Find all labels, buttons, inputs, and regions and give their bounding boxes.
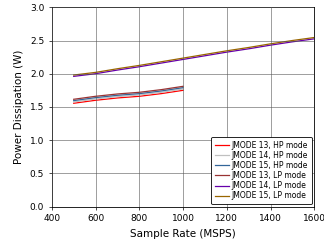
Y-axis label: Power Dissipation (W): Power Dissipation (W) (14, 50, 24, 164)
JMODE 15, HP mode (115, 94, 119, 97)
JMODE 14, HP mode (137, 94, 141, 96)
JMODE 14, LP mode (225, 51, 229, 54)
JMODE 14, HP mode (94, 97, 98, 100)
JMODE 15, HP mode (72, 99, 76, 102)
JMODE 15, LP mode (115, 67, 119, 70)
Line: JMODE 15, HP mode: JMODE 15, HP mode (74, 88, 183, 101)
JMODE 13, LP mode (72, 98, 76, 101)
JMODE 15, LP mode (290, 39, 294, 42)
Line: JMODE 14, HP mode: JMODE 14, HP mode (74, 89, 183, 102)
JMODE 13, HP mode (94, 99, 98, 102)
JMODE 15, HP mode (159, 89, 163, 92)
JMODE 15, LP mode (269, 42, 272, 45)
JMODE 13, HP mode (137, 95, 141, 98)
JMODE 14, LP mode (203, 54, 207, 57)
JMODE 15, LP mode (137, 64, 141, 67)
JMODE 13, LP mode (115, 93, 119, 95)
JMODE 13, LP mode (94, 95, 98, 98)
JMODE 14, LP mode (247, 47, 250, 50)
JMODE 14, LP mode (115, 69, 119, 71)
JMODE 15, HP mode (181, 86, 185, 89)
JMODE 14, HP mode (159, 91, 163, 94)
JMODE 13, LP mode (137, 91, 141, 94)
JMODE 14, LP mode (312, 37, 316, 40)
JMODE 15, LP mode (225, 49, 229, 52)
Line: JMODE 13, HP mode: JMODE 13, HP mode (74, 90, 183, 103)
JMODE 14, HP mode (181, 87, 185, 90)
JMODE 13, HP mode (159, 92, 163, 95)
JMODE 15, HP mode (94, 96, 98, 99)
Line: JMODE 13, LP mode: JMODE 13, LP mode (74, 86, 183, 99)
JMODE 13, LP mode (181, 85, 185, 88)
JMODE 14, LP mode (137, 65, 141, 68)
Legend: JMODE 13, HP mode, JMODE 14, HP mode, JMODE 15, HP mode, JMODE 13, LP mode, JMOD: JMODE 13, HP mode, JMODE 14, HP mode, JM… (211, 137, 312, 204)
JMODE 15, LP mode (247, 46, 250, 49)
JMODE 14, HP mode (115, 95, 119, 98)
JMODE 14, LP mode (159, 62, 163, 65)
JMODE 15, LP mode (159, 60, 163, 63)
JMODE 14, LP mode (290, 40, 294, 43)
JMODE 13, LP mode (159, 88, 163, 91)
JMODE 13, HP mode (115, 96, 119, 99)
JMODE 13, HP mode (181, 89, 185, 92)
JMODE 15, HP mode (137, 92, 141, 95)
JMODE 15, LP mode (181, 57, 185, 60)
JMODE 14, LP mode (181, 58, 185, 61)
JMODE 15, LP mode (312, 36, 316, 39)
JMODE 15, LP mode (203, 53, 207, 56)
JMODE 14, LP mode (269, 44, 272, 47)
Line: JMODE 15, LP mode: JMODE 15, LP mode (74, 37, 314, 75)
JMODE 14, LP mode (94, 72, 98, 75)
JMODE 14, LP mode (72, 75, 76, 78)
JMODE 15, LP mode (72, 74, 76, 77)
JMODE 13, HP mode (72, 102, 76, 105)
JMODE 15, LP mode (94, 71, 98, 74)
Line: JMODE 14, LP mode: JMODE 14, LP mode (74, 39, 314, 76)
X-axis label: Sample Rate (MSPS): Sample Rate (MSPS) (130, 229, 236, 239)
JMODE 14, HP mode (72, 101, 76, 104)
